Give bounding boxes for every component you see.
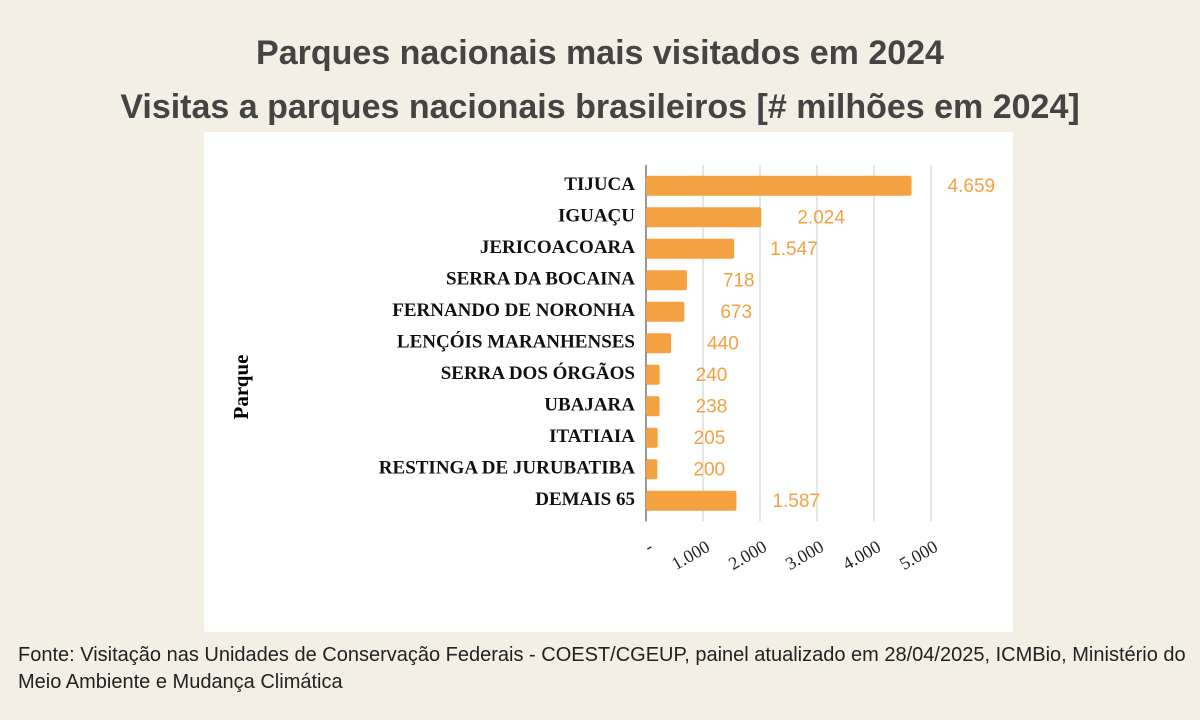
category-label: JERICOACOARA (480, 237, 635, 258)
chart-subtitle: Visitas a parques nacionais brasileiros … (120, 88, 1080, 126)
chart-title: Parques nacionais mais visitados em 2024 (256, 34, 944, 72)
category-label: SERRA DOS ÓRGÃOS (441, 362, 635, 384)
bar (646, 301, 685, 322)
value-label: 200 (693, 459, 725, 480)
bar (646, 459, 658, 480)
value-label: 440 (707, 333, 739, 354)
category-label: ITATIAIA (549, 426, 635, 447)
bar (646, 238, 735, 259)
bar (646, 207, 762, 228)
plot-panel (204, 132, 1013, 632)
category-label: FERNANDO DE NORONHA (392, 300, 635, 321)
value-label: 4.659 (948, 176, 996, 197)
bar (646, 175, 912, 196)
value-label: 205 (694, 428, 726, 449)
value-label: 718 (723, 270, 755, 291)
category-label: UBAJARA (544, 395, 635, 416)
y-axis-label: Parque (229, 355, 253, 420)
source-note: Fonte: Visitação nas Unidades de Conserv… (18, 644, 1186, 693)
category-label: TIJUCA (564, 174, 635, 195)
value-label: 1.547 (770, 239, 818, 260)
bar (646, 490, 737, 511)
bar (646, 427, 658, 448)
bar (646, 364, 660, 385)
category-label: LENÇÓIS MARANHENSES (397, 331, 635, 353)
bar (646, 396, 660, 417)
bar (646, 333, 672, 354)
category-label: RESTINGA DE JURUBATIBA (379, 458, 635, 479)
value-label: 2.024 (797, 207, 845, 228)
bar (646, 270, 687, 291)
value-label: 240 (696, 365, 728, 386)
category-label: DEMAIS 65 (535, 489, 635, 510)
value-label: 238 (696, 396, 728, 417)
category-label: IGUAÇU (558, 206, 635, 227)
value-label: 1.587 (772, 491, 820, 512)
category-label: SERRA DA BOCAINA (446, 269, 635, 290)
value-label: 673 (720, 302, 752, 323)
